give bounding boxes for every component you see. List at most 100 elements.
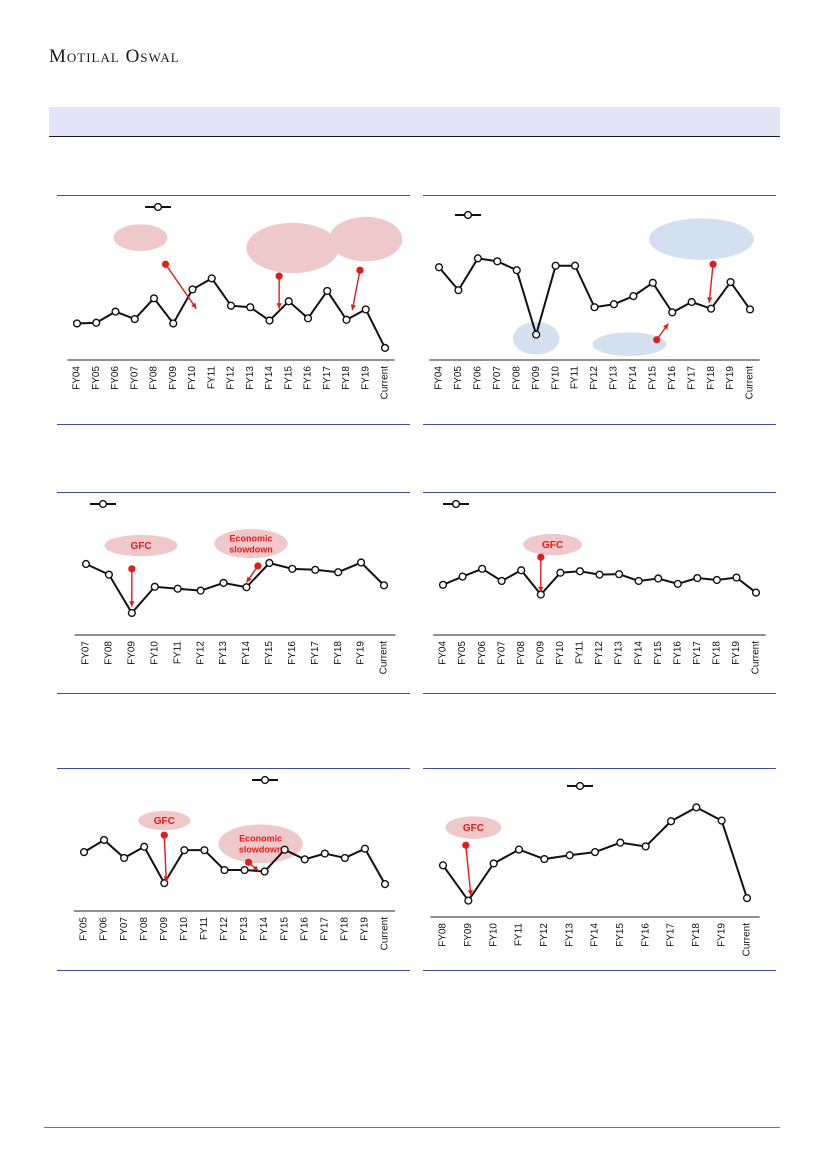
series-line	[83, 838, 386, 886]
data-point	[284, 297, 293, 306]
x-tick-label: FY07	[492, 366, 503, 390]
x-tick-label: FY08	[149, 366, 160, 390]
data-point	[590, 303, 599, 312]
data-point	[454, 286, 463, 295]
data-point	[458, 572, 467, 581]
data-point	[732, 573, 741, 582]
annotation-label: GFC	[130, 541, 151, 552]
data-point	[478, 564, 487, 573]
x-tick-label: FY14	[628, 366, 639, 390]
x-tick-label: FY17	[310, 641, 321, 665]
x-tick-label: FY14	[241, 641, 252, 665]
x-tick-label: FY10	[488, 923, 499, 947]
chart-4: GFC FY04 FY05 FY06 FY07 FY08 FY09 FY10 FY11 FY12 F…	[433, 499, 766, 674]
data-point	[99, 835, 109, 845]
data-point	[130, 314, 139, 324]
annotation-bubble	[329, 216, 403, 262]
data-point	[140, 842, 149, 851]
x-tick-label: FY10	[555, 641, 566, 665]
legend-marker	[145, 202, 171, 212]
data-point	[120, 853, 129, 863]
x-tick-label: FY08	[511, 366, 522, 390]
x-tick-label: FY13	[564, 923, 575, 947]
annotation-label: GFC	[154, 816, 175, 827]
data-point	[207, 274, 216, 283]
data-point	[260, 867, 269, 876]
data-point	[323, 286, 332, 296]
x-tick-label: FY10	[550, 366, 561, 390]
x-tick-label: FY19	[725, 366, 736, 390]
x-tick-label: FY14	[264, 366, 275, 390]
x-tick-label: FY06	[477, 641, 488, 665]
data-point	[79, 848, 89, 857]
arrow-head	[163, 876, 169, 882]
data-point	[575, 567, 585, 576]
x-tick-label: FY18	[340, 917, 351, 941]
x-tick-label: FY18	[341, 366, 352, 390]
chart-panel-6: GFC FY08 FY09 FY10 FY11 FY12 FY13 FY14 FY15 FY16 F…	[423, 768, 776, 971]
annotation-bubble	[648, 218, 754, 260]
arrow-origin-dot	[709, 260, 717, 268]
data-point	[288, 564, 297, 573]
x-tick-label: FY15	[264, 641, 275, 665]
x-tick-label: FY16	[672, 641, 683, 665]
x-tick-label: FY10	[179, 917, 190, 941]
chart-panel-3: GFC Economic slowdown FY07 FY08 FY09 FY10 FY11 F…	[57, 492, 410, 694]
data-point	[334, 568, 343, 577]
data-point	[379, 581, 389, 590]
arrow-origin-dot	[161, 260, 170, 268]
data-point	[540, 854, 549, 864]
arrow-origin-dot	[537, 553, 545, 561]
x-tick-label: FY09	[531, 366, 542, 390]
data-point	[380, 343, 390, 353]
data-point	[150, 582, 159, 591]
chart-panel-5: GFC Economic slowdown FY05 FY06 FY07 FY08 FY09 F…	[57, 768, 410, 971]
data-point	[590, 848, 600, 857]
x-tick-label: FY11	[514, 923, 525, 947]
data-point	[609, 300, 619, 309]
legend-marker	[455, 210, 481, 220]
x-tick-label: FY13	[218, 641, 229, 665]
arrow-head	[467, 889, 473, 896]
data-point	[438, 861, 448, 870]
annotation-arrow	[708, 264, 714, 303]
x-tick-label: FY06	[99, 917, 110, 941]
data-point	[219, 578, 228, 587]
data-point	[717, 816, 726, 825]
x-tick-label: FY08	[139, 917, 150, 941]
data-point	[517, 566, 526, 575]
data-point	[536, 590, 545, 599]
chart-panel-4: GFC FY04 FY05 FY06 FY07 FY08 FY09 FY10 FY11 FY12 F…	[423, 492, 776, 694]
data-point	[532, 330, 541, 339]
data-point	[726, 277, 735, 287]
x-tick-label: FY19	[731, 641, 742, 665]
annotation-label: GFC	[542, 540, 563, 551]
chart-1: FY04 FY05 FY06 FY07 FY08 FY09 FY10 FY11 FY12 FY13…	[67, 202, 403, 399]
data-point	[280, 845, 289, 854]
legend-point	[463, 210, 473, 220]
data-point	[489, 859, 498, 868]
annotation-bubble	[523, 533, 582, 556]
data-point	[438, 580, 448, 589]
x-tick-label: FY07	[81, 641, 92, 665]
x-tick-label: FY09	[126, 641, 137, 665]
footer-rule	[44, 1127, 780, 1128]
x-tick-label: FY05	[453, 366, 464, 390]
arrow-head	[129, 601, 135, 607]
x-tick-label: FY15	[647, 366, 658, 390]
data-point	[173, 584, 182, 593]
x-tick-label: FY16	[299, 917, 310, 941]
x-tick-label: FY05	[79, 917, 90, 941]
annotation-label: slowdown	[239, 845, 283, 855]
x-tick-label: FY11	[570, 366, 581, 390]
x-tick-label: FY17	[686, 366, 697, 390]
series-line	[76, 277, 386, 349]
data-point	[673, 579, 682, 588]
data-point	[742, 894, 752, 903]
x-tick-label: FY06	[473, 366, 484, 390]
data-point	[340, 853, 349, 863]
arrow-origin-dot	[275, 272, 283, 280]
arrow-head	[350, 304, 356, 311]
